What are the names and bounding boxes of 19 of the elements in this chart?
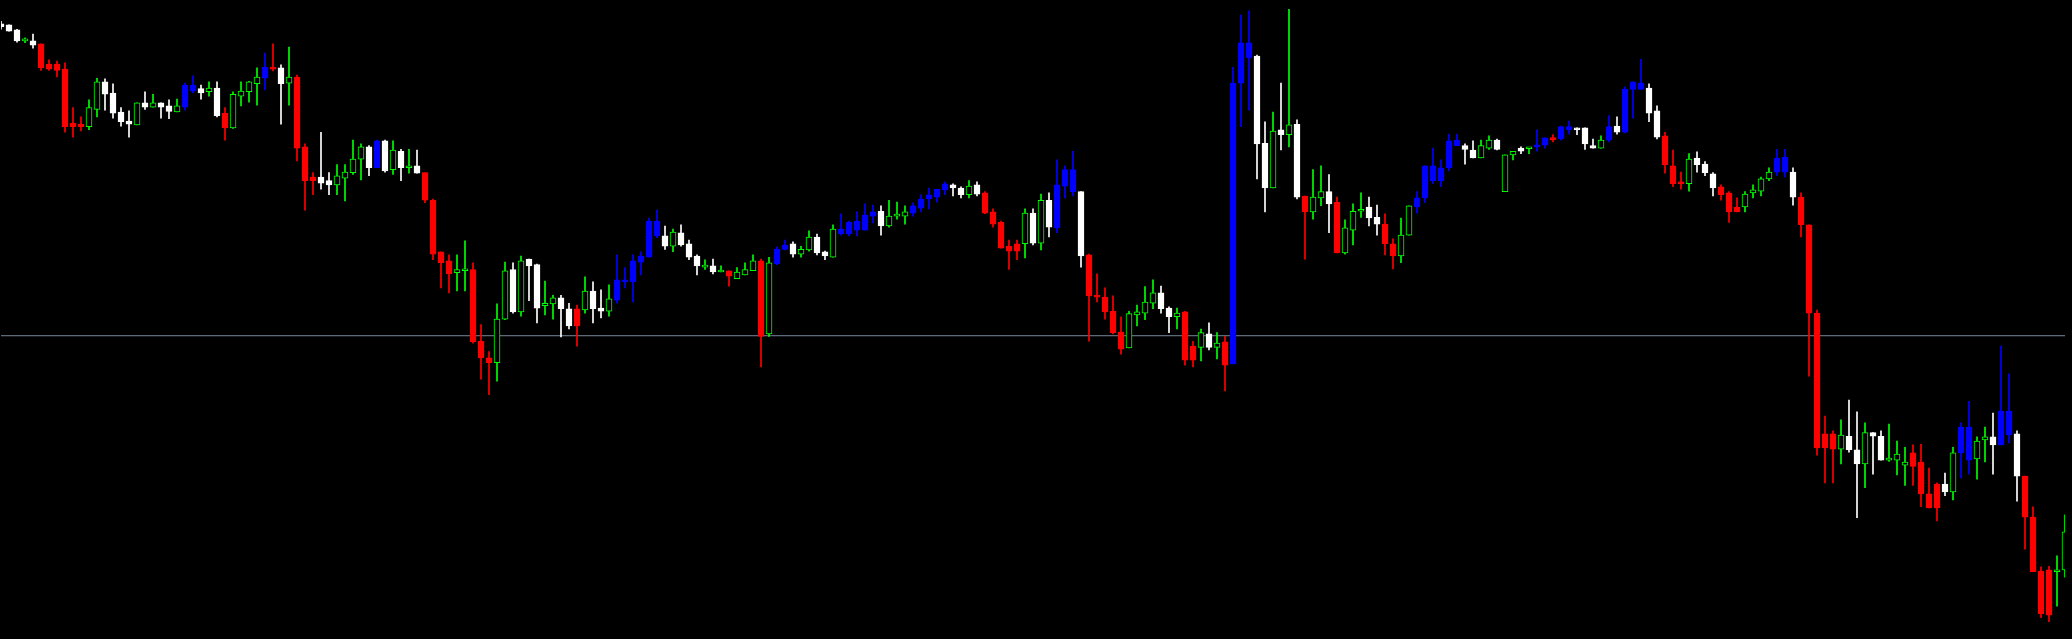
candlestick bbox=[125, 110, 133, 138]
candlestick bbox=[1869, 432, 1877, 475]
candlestick bbox=[1317, 165, 1325, 207]
candlestick bbox=[341, 164, 349, 202]
candlestick bbox=[1677, 171, 1685, 190]
candlestick bbox=[1525, 146, 1533, 154]
candlestick bbox=[461, 240, 469, 292]
candlestick bbox=[405, 149, 413, 174]
candlestick bbox=[621, 267, 629, 289]
candlestick bbox=[1277, 82, 1285, 151]
candlestick bbox=[285, 46, 293, 106]
candlestick bbox=[1133, 304, 1141, 327]
candlestick bbox=[453, 254, 461, 292]
candlestick bbox=[1637, 58, 1645, 90]
candlestick bbox=[2053, 555, 2061, 607]
candlestick bbox=[485, 351, 493, 395]
candlestick bbox=[893, 201, 901, 220]
candlestick bbox=[1357, 192, 1365, 218]
candlestick bbox=[597, 289, 605, 319]
